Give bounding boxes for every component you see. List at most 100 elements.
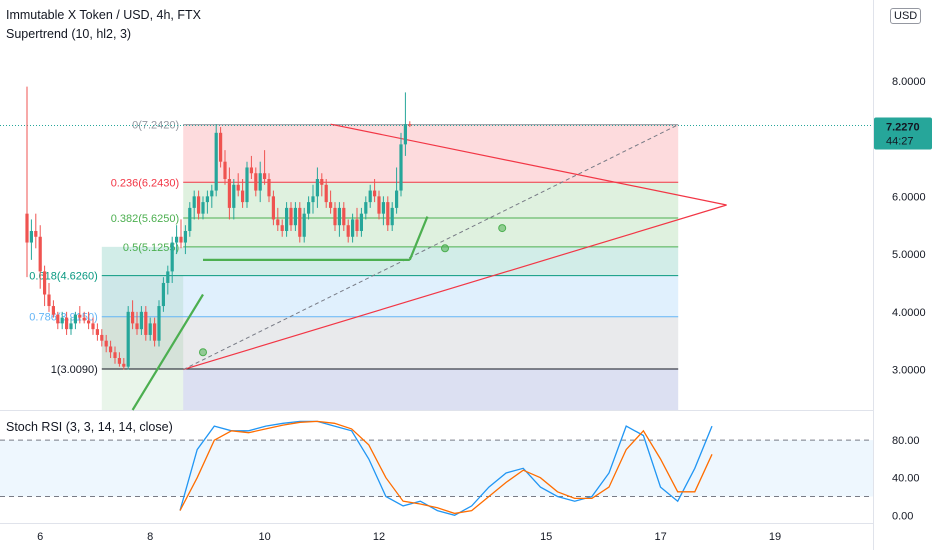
- candle-body: [249, 167, 253, 174]
- supertrend-legend[interactable]: Supertrend (10, hl2, 3): [6, 27, 132, 41]
- stoch-rsi-legend[interactable]: Stoch RSI (3, 3, 14, 14, close): [6, 420, 173, 434]
- candle-body: [280, 225, 284, 231]
- candle-body: [223, 161, 227, 180]
- candle-body: [241, 190, 245, 203]
- candle-body: [227, 179, 231, 208]
- time-tick-label: 12: [373, 531, 385, 543]
- currency-badge[interactable]: USD: [890, 8, 922, 24]
- candle-body: [113, 352, 117, 359]
- candle-body: [144, 311, 148, 335]
- supertrend-signal-dot: [199, 348, 207, 357]
- candle-body: [329, 202, 333, 208]
- candle-body: [364, 202, 368, 214]
- candle-body: [183, 230, 187, 243]
- candle-body: [82, 317, 86, 321]
- candle-body: [43, 271, 47, 295]
- candle-body: [179, 236, 183, 243]
- candle-body: [197, 196, 201, 214]
- trendline: [183, 204, 727, 371]
- candle-body: [219, 132, 223, 162]
- time-tick-label: 17: [654, 531, 666, 543]
- candle-body: [395, 190, 399, 208]
- fib-level-label: 0(7.2420): [132, 120, 179, 132]
- candle-body: [29, 230, 33, 243]
- stoch-d-line: [179, 420, 713, 515]
- candle-body: [117, 358, 121, 364]
- candle-body: [276, 219, 280, 226]
- candle-body: [38, 236, 42, 272]
- candle-body: [214, 132, 218, 191]
- fib-zone: [183, 217, 679, 247]
- candle-body: [78, 314, 82, 318]
- fib-zone: [101, 246, 679, 276]
- stoch-k-line: [179, 420, 713, 516]
- candle-body: [100, 334, 104, 341]
- price-marker-value: 7.2270: [886, 121, 920, 133]
- time-tick-label: 6: [37, 531, 43, 543]
- candle-body: [69, 323, 73, 330]
- candle-body: [153, 323, 157, 341]
- fib-zone: [183, 369, 679, 410]
- candle-body: [351, 219, 355, 237]
- candle-body: [95, 329, 99, 335]
- candle-body: [254, 173, 258, 191]
- candle-body: [373, 190, 377, 197]
- price-tick-label: 8.0000: [892, 76, 926, 88]
- candle-body: [232, 184, 236, 208]
- candle-body: [87, 320, 91, 324]
- candle-body: [161, 282, 165, 307]
- candle-body: [324, 184, 328, 203]
- candle-body: [51, 306, 55, 315]
- candle-body: [403, 124, 407, 145]
- fib-zone: [101, 316, 679, 370]
- candle-body: [285, 207, 289, 231]
- candle-body: [188, 207, 192, 231]
- candle-body: [170, 242, 174, 272]
- price-marker-countdown: 44:27: [886, 135, 914, 147]
- candle-body: [377, 196, 381, 214]
- candle-body: [381, 202, 385, 214]
- candle-body: [258, 173, 262, 191]
- candle-body: [386, 202, 390, 226]
- fib-zone: [101, 275, 679, 317]
- fib-diagonal-line: [182, 124, 679, 371]
- candle-body: [122, 363, 126, 367]
- candle-body: [139, 311, 143, 330]
- candle-body: [271, 196, 275, 220]
- stoch-tick-label: 80.00: [892, 435, 920, 447]
- time-tick-label: 15: [540, 531, 552, 543]
- fib-level-label: 0.382(5.6250): [111, 213, 180, 225]
- candle-body: [267, 179, 271, 197]
- candle-body: [390, 207, 394, 226]
- candle-body: [65, 317, 69, 330]
- candle-body: [245, 167, 249, 203]
- candle-body: [109, 346, 113, 353]
- fib-level-label: 1(3.0090): [51, 364, 98, 376]
- time-tick-label: 8: [147, 531, 153, 543]
- candle-body: [333, 207, 337, 226]
- stoch-band-fill: [0, 440, 873, 497]
- candle-body: [205, 196, 209, 203]
- candle-body: [355, 219, 359, 231]
- candle-body: [298, 207, 302, 237]
- candle-body: [47, 294, 51, 307]
- candle-body: [315, 179, 319, 197]
- candle-body: [399, 144, 403, 191]
- fib-level-label: 0.618(4.6260): [29, 271, 98, 283]
- fib-zone: [183, 182, 679, 218]
- trendline: [330, 123, 727, 206]
- candle-body: [56, 314, 60, 324]
- candle-body: [293, 207, 297, 226]
- candle-body: [166, 271, 170, 283]
- candle-body: [148, 323, 152, 335]
- candle-body: [25, 213, 29, 243]
- stoch-tick-label: 0.00: [892, 510, 913, 522]
- price-tick-label: 6.0000: [892, 191, 926, 203]
- candle-body: [73, 314, 77, 324]
- candle-body: [210, 190, 214, 197]
- price-tick-label: 3.0000: [892, 365, 926, 377]
- candle-body: [201, 202, 205, 214]
- fib-zone: [183, 124, 679, 183]
- supertrend-signal-dot: [441, 244, 449, 253]
